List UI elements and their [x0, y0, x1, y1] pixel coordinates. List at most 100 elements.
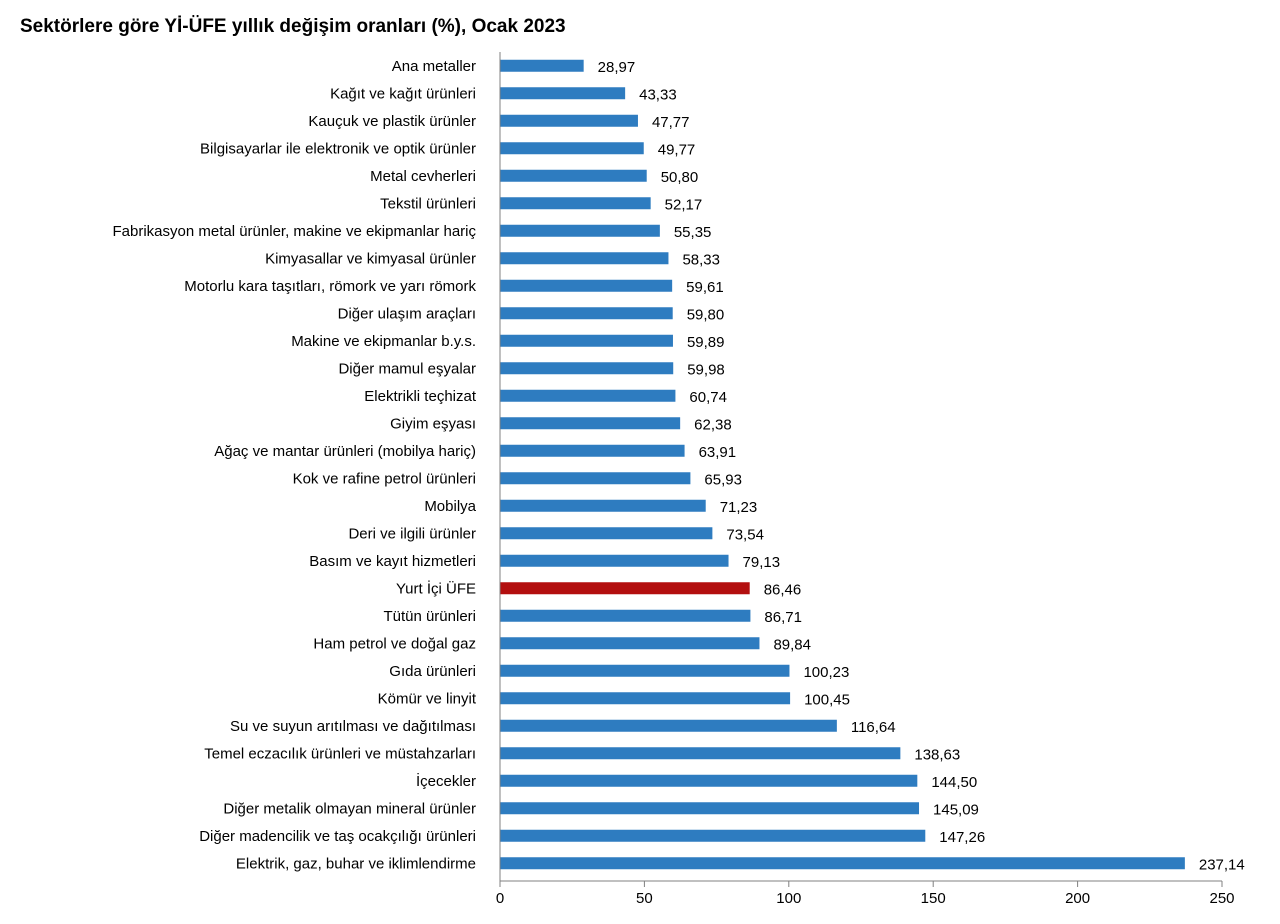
value-label-16: 71,23 [720, 499, 758, 516]
bar-9 [500, 307, 673, 320]
bar-22 [500, 664, 790, 677]
bar-27 [500, 802, 920, 815]
category-label-18: Basım ve kayıt hizmetleri [309, 553, 476, 570]
bar-21 [500, 637, 760, 650]
category-label-2: Kauçuk ve plastik ürünler [308, 113, 476, 130]
category-label-21: Ham petrol ve doğal gaz [313, 635, 476, 652]
bar-5 [500, 197, 651, 210]
value-label-5: 52,17 [665, 196, 703, 213]
category-label-10: Makine ve ekipmanlar b.y.s. [291, 333, 476, 350]
category-label-28: Diğer madencilik ve taş ocakçılığı ürünl… [199, 828, 476, 845]
value-label-15: 65,93 [704, 471, 742, 488]
bar-25 [500, 747, 901, 760]
category-label-17: Deri ve ilgili ürünler [348, 525, 476, 542]
category-label-5: Tekstil ürünleri [380, 195, 476, 212]
bar-24 [500, 719, 837, 732]
bar-12 [500, 389, 676, 402]
x-tick-label-5: 250 [1209, 890, 1234, 907]
category-label-23: Kömür ve linyit [378, 690, 477, 707]
category-label-0: Ana metaller [392, 58, 476, 75]
bars-group [500, 59, 1185, 870]
bar-7 [500, 252, 669, 265]
bar-11 [500, 362, 674, 375]
value-label-12: 60,74 [689, 389, 727, 406]
category-label-11: Diğer mamul eşyalar [338, 360, 476, 377]
value-label-21: 89,84 [773, 636, 811, 653]
value-label-9: 59,80 [687, 306, 725, 323]
category-labels-group: Ana metaller Kağıt ve kağıt ürünleri Kauçu… [113, 58, 477, 873]
value-label-11: 59,98 [687, 361, 725, 378]
category-label-15: Kok ve rafine petrol ürünleri [293, 470, 476, 487]
category-label-13: Giyim eşyası [390, 415, 476, 432]
category-label-14: Ağaç ve mantar ürünleri (mobilya hariç) [214, 443, 476, 460]
bar-29 [500, 857, 1185, 870]
value-label-24: 116,64 [851, 719, 896, 736]
value-label-25: 138,63 [914, 746, 960, 763]
value-label-20: 86,71 [764, 609, 802, 626]
bar-28 [500, 829, 926, 842]
x-tick-label-3: 150 [921, 890, 946, 907]
value-label-26: 144,50 [931, 774, 977, 791]
category-label-8: Motorlu kara taşıtları, römork ve yarı r… [184, 278, 476, 295]
category-label-24: Su ve suyun arıtılması ve dağıtılması [230, 718, 476, 735]
x-tick-label-0: 0 [496, 890, 504, 907]
bar-6 [500, 224, 660, 237]
bar-20 [500, 609, 751, 622]
bar-26 [500, 774, 918, 787]
category-label-26: İçecekler [416, 772, 476, 790]
bar-1 [500, 87, 626, 100]
bar-10 [500, 334, 673, 347]
bar-17 [500, 527, 713, 540]
value-label-2: 47,77 [652, 114, 690, 131]
value-label-1: 43,33 [639, 86, 677, 103]
value-label-3: 49,77 [658, 141, 696, 158]
category-label-29: Elektrik, gaz, buhar ve iklimlendirme [236, 855, 476, 872]
bar-14 [500, 444, 685, 457]
bar-8 [500, 279, 673, 292]
bar-19 [500, 582, 750, 595]
value-label-22: 100,23 [803, 664, 849, 681]
category-label-20: Tütün ürünleri [383, 608, 476, 625]
category-label-7: Kimyasallar ve kimyasal ürünler [265, 250, 476, 267]
value-label-6: 55,35 [674, 224, 712, 241]
value-label-29: 237,14 [1199, 856, 1245, 873]
bar-15 [500, 472, 691, 485]
bar-0 [500, 59, 584, 72]
category-label-19: Yurt İçi ÜFE [396, 579, 476, 597]
category-label-3: Bilgisayarlar ile elektronik ve optik ür… [200, 140, 476, 157]
value-label-28: 147,26 [939, 829, 985, 846]
x-tick-label-4: 200 [1065, 890, 1090, 907]
category-label-27: Diğer metalik olmayan mineral ürünler [223, 800, 476, 817]
category-label-1: Kağıt ve kağıt ürünleri [330, 85, 476, 102]
value-label-17: 73,54 [726, 526, 764, 543]
value-label-13: 62,38 [694, 416, 732, 433]
category-label-16: Mobilya [424, 498, 476, 515]
category-label-22: Gıda ürünleri [389, 663, 476, 680]
bar-16 [500, 499, 706, 512]
category-label-25: Temel eczacılık ürünleri ve müstahzarlar… [204, 745, 476, 762]
bar-2 [500, 114, 638, 127]
category-label-4: Metal cevherleri [370, 168, 476, 185]
value-label-0: 28,97 [598, 59, 636, 76]
value-label-19: 86,46 [764, 581, 802, 598]
bar-3 [500, 142, 644, 155]
value-label-18: 79,13 [743, 554, 781, 571]
value-label-7: 58,33 [682, 251, 720, 268]
value-label-27: 145,09 [933, 801, 979, 818]
axes-group: 0 50 100 150 200 250 [496, 52, 1235, 907]
x-tick-label-1: 50 [636, 890, 653, 907]
bar-4 [500, 169, 647, 182]
value-label-14: 63,91 [699, 444, 737, 461]
bar-13 [500, 417, 681, 430]
bar-23 [500, 692, 791, 705]
chart-title: Sektörlere göre Yİ-ÜFE yıllık değişim or… [20, 16, 566, 37]
category-label-9: Diğer ulaşım araçları [338, 305, 476, 322]
category-label-12: Elektrikli teçhizat [364, 388, 477, 405]
x-tick-label-2: 100 [776, 890, 801, 907]
value-label-4: 50,80 [661, 169, 699, 186]
value-label-10: 59,89 [687, 334, 725, 351]
category-label-6: Fabrikasyon metal ürünler, makine ve eki… [113, 223, 477, 240]
value-label-8: 59,61 [686, 279, 724, 296]
